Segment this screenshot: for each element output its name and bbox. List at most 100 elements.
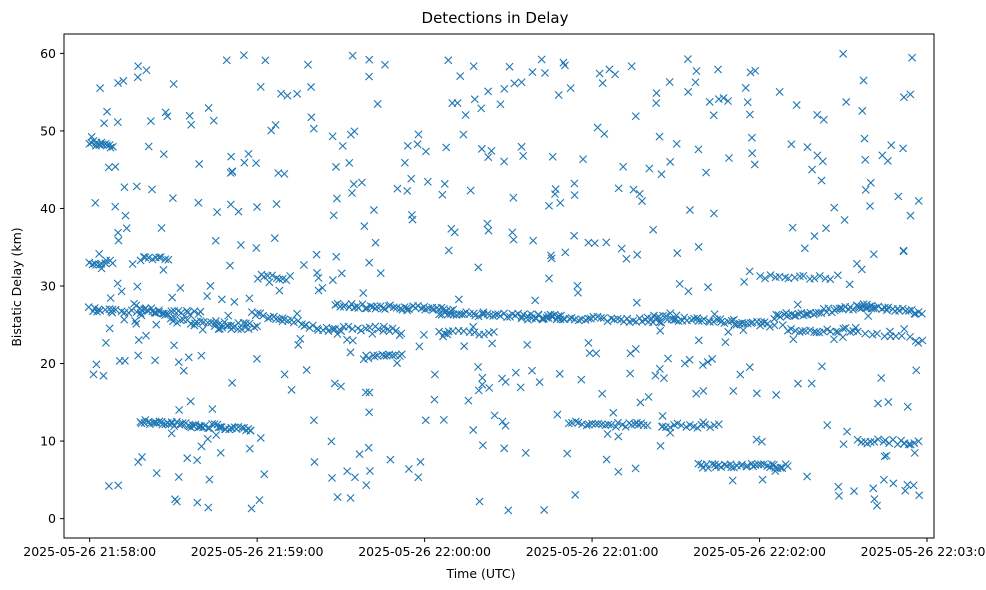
- detection-point: [163, 112, 172, 121]
- detection-point: [877, 374, 886, 382]
- detection-point: [275, 286, 284, 295]
- detection-point: [643, 421, 652, 430]
- detection-point: [545, 274, 554, 283]
- detection-point: [909, 481, 918, 490]
- detection-point: [650, 311, 658, 320]
- detection-point: [134, 351, 143, 360]
- detection-point: [204, 103, 213, 112]
- detection-point: [333, 493, 342, 502]
- detection-point: [419, 330, 428, 339]
- detection-point: [588, 419, 597, 428]
- detection-point: [362, 481, 371, 490]
- detection-point: [212, 431, 221, 439]
- detection-point: [664, 354, 673, 363]
- detection-point: [656, 441, 665, 450]
- detection-point: [464, 396, 473, 405]
- detection-point: [101, 338, 110, 347]
- detection-point: [714, 420, 723, 429]
- detection-point: [758, 475, 767, 484]
- x-axis: 2025-05-26 21:58:00 2025-05-26 21:59:00 20…: [23, 538, 986, 559]
- detection-point: [430, 370, 439, 379]
- detection-point: [437, 303, 446, 312]
- detection-point: [265, 278, 274, 287]
- detection-point: [338, 141, 347, 150]
- detection-point: [510, 79, 519, 88]
- detection-point: [314, 286, 323, 295]
- detection-point: [617, 244, 626, 253]
- detection-point: [819, 115, 828, 124]
- detection-point: [106, 294, 115, 303]
- detection-point: [554, 312, 563, 321]
- detection-point: [602, 455, 611, 464]
- detection-point: [724, 97, 733, 106]
- detection-point: [190, 307, 199, 316]
- detection-point: [155, 253, 164, 262]
- detection-point: [901, 486, 910, 495]
- detection-point: [330, 379, 339, 388]
- detection-point: [799, 271, 808, 280]
- detection-point: [137, 311, 146, 320]
- detection-point: [131, 316, 140, 325]
- detection-point: [819, 327, 828, 336]
- detection-point: [710, 310, 719, 319]
- detection-point: [244, 149, 253, 158]
- detection-point: [842, 98, 851, 107]
- detection-point: [783, 462, 792, 471]
- detection-point: [517, 314, 526, 323]
- detection-point: [862, 303, 871, 312]
- detection-point: [592, 349, 601, 358]
- detection-point: [705, 317, 714, 326]
- detection-point: [666, 157, 675, 166]
- detection-point: [307, 113, 316, 122]
- detection-point: [614, 184, 623, 193]
- detection-point: [133, 73, 142, 82]
- detection-point: [839, 324, 848, 333]
- detection-point: [120, 356, 129, 365]
- detection-point: [456, 72, 465, 81]
- detection-point: [146, 117, 155, 126]
- detection-point: [787, 140, 796, 149]
- detection-point: [303, 60, 312, 69]
- detection-point: [141, 331, 150, 340]
- detection-point: [752, 389, 761, 398]
- detection-point: [906, 211, 915, 220]
- detection-point: [132, 301, 141, 310]
- detection-point: [245, 294, 254, 303]
- detection-point: [772, 310, 781, 319]
- detection-point: [174, 358, 183, 367]
- detection-point: [579, 155, 588, 164]
- detection-point: [623, 314, 632, 323]
- detection-point: [571, 490, 580, 499]
- detection-point: [361, 304, 370, 313]
- detection-point: [186, 397, 195, 406]
- detection-point: [228, 378, 237, 387]
- detection-point: [598, 79, 607, 88]
- detection-point: [532, 314, 541, 323]
- detection-point: [914, 338, 923, 347]
- detection-point: [757, 460, 766, 469]
- detection-point: [148, 185, 156, 194]
- detection-point: [364, 354, 373, 363]
- detection-point: [834, 482, 843, 491]
- detection-point: [556, 198, 565, 207]
- detection-point: [161, 310, 170, 319]
- detection-point: [407, 174, 416, 183]
- detection-point: [496, 311, 505, 320]
- detection-point: [113, 118, 122, 127]
- detection-point: [906, 90, 915, 99]
- detection-point: [757, 317, 766, 326]
- detection-point: [740, 277, 749, 286]
- detection-point: [884, 397, 893, 406]
- detection-point: [604, 420, 613, 429]
- detection-point: [283, 91, 292, 100]
- detection-point: [613, 314, 622, 323]
- detection-point: [85, 139, 94, 148]
- detection-point: [684, 287, 693, 296]
- detection-point: [596, 313, 605, 322]
- detection-point: [853, 435, 862, 444]
- detection-point: [374, 325, 383, 334]
- detection-point: [523, 315, 532, 324]
- detection-point: [656, 326, 665, 335]
- detection-point: [97, 264, 106, 273]
- y-tick-label: 10: [40, 434, 56, 449]
